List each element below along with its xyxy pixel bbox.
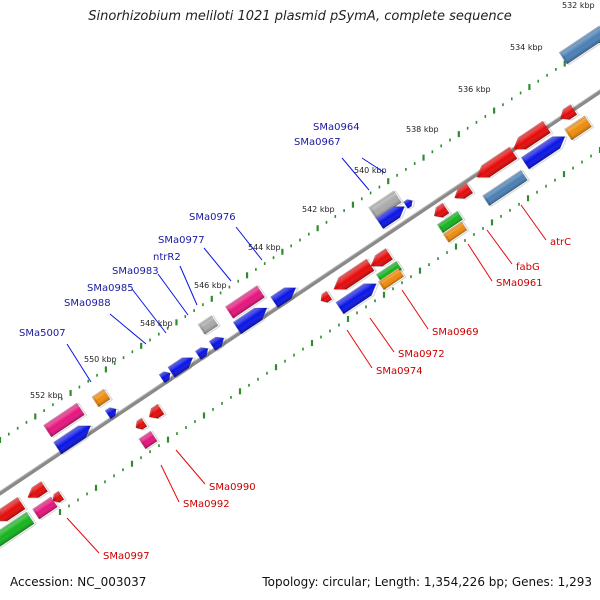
leader-line — [467, 243, 493, 282]
leader-line — [66, 343, 92, 383]
gene-label[interactable]: SMa0983 — [112, 266, 159, 277]
feature-green[interactable] — [436, 210, 466, 235]
feature-orange[interactable] — [564, 115, 595, 142]
gene-label[interactable]: SMa0976 — [189, 212, 236, 223]
leader-line — [341, 157, 370, 191]
inner-tick-ring — [58, 147, 600, 515]
feature-gray[interactable] — [368, 190, 405, 221]
feature-green[interactable] — [0, 511, 38, 550]
kbp-scale: 532 kbp 534 kbp 536 kbp 538 kbp 540 kbp 542 k… — [30, 1, 595, 400]
kbp-label: 548 kbp — [140, 319, 173, 328]
gene-label[interactable]: SMa0964 — [313, 122, 360, 133]
leader-line — [486, 229, 513, 265]
leader-line — [179, 265, 198, 306]
feature-pink[interactable] — [138, 430, 161, 451]
kbp-label: 534 kbp — [510, 43, 543, 52]
kbp-label: 552 kbp — [30, 391, 63, 400]
gene-label[interactable]: SMa0967 — [294, 137, 341, 148]
kbp-label: 536 kbp — [458, 85, 491, 94]
gene-features — [0, 25, 600, 550]
leader-line — [160, 464, 180, 503]
gene-label[interactable]: ntrR2 — [153, 252, 181, 263]
feature-red[interactable] — [133, 417, 150, 433]
feature-blue[interactable] — [53, 419, 96, 456]
feature-steel[interactable] — [482, 169, 531, 208]
feature-red[interactable] — [318, 290, 335, 306]
gene-label[interactable]: SMa0997 — [103, 551, 150, 562]
gene-label[interactable]: SMa0974 — [376, 366, 423, 377]
feature-red[interactable] — [0, 496, 29, 528]
feature-orange[interactable] — [91, 388, 114, 409]
accession-label: Accession: NC_003037 — [10, 575, 147, 589]
leader-line — [203, 247, 232, 282]
kbp-label: 538 kbp — [406, 125, 439, 134]
feature-blue[interactable] — [375, 200, 410, 230]
leader-line — [157, 273, 189, 316]
feature-red[interactable] — [367, 248, 396, 273]
feature-orange[interactable] — [377, 267, 407, 292]
feature-red[interactable] — [146, 403, 168, 423]
leader-line — [346, 329, 373, 369]
gene-label[interactable]: SMa0985 — [87, 283, 134, 294]
map-title: Sinorhizobium meliloti 1021 plasmid pSym… — [88, 9, 512, 24]
gene-label[interactable]: atrC — [550, 237, 571, 248]
kbp-label: 546 kbp — [194, 281, 227, 290]
kbp-label: 550 kbp — [84, 355, 117, 364]
leader-line — [235, 226, 263, 261]
feature-blue[interactable] — [158, 368, 175, 385]
feature-red[interactable] — [509, 120, 554, 156]
gene-labels: SMa0964 SMa0967 SMa0976 SMa0977 ntrR2 SMa0983… — [19, 122, 571, 562]
feature-red[interactable] — [473, 146, 521, 184]
feature-pink[interactable] — [43, 402, 88, 439]
feature-red[interactable] — [330, 258, 378, 296]
leader-line — [66, 517, 100, 554]
kbp-label: 544 kbp — [248, 243, 281, 252]
leader-line — [175, 449, 206, 485]
leader-line — [361, 157, 386, 174]
gene-label[interactable]: fabG — [516, 262, 540, 273]
leader-line — [401, 289, 429, 330]
feature-gray[interactable] — [197, 315, 221, 336]
feature-orange[interactable] — [442, 221, 470, 244]
feature-blue[interactable] — [167, 352, 198, 379]
feature-pink[interactable] — [32, 496, 61, 521]
gene-label[interactable]: SMa0961 — [496, 278, 543, 289]
leader-line — [369, 317, 395, 353]
feature-blue[interactable] — [208, 333, 229, 352]
feature-blue[interactable] — [104, 404, 121, 421]
kbp-label: 532 kbp — [562, 1, 595, 10]
gene-label[interactable]: SMa5007 — [19, 328, 66, 339]
gene-label[interactable]: SMa0988 — [64, 298, 111, 309]
genome-summary: Topology: circular; Length: 1,354,226 bp… — [262, 575, 592, 589]
feature-pink[interactable] — [224, 285, 268, 320]
feature-blue[interactable] — [520, 130, 571, 171]
feature-steel[interactable] — [558, 25, 600, 66]
feature-red[interactable] — [451, 182, 476, 204]
leader-line — [520, 204, 547, 241]
feature-red[interactable] — [557, 104, 580, 125]
outer-tick-ring — [0, 37, 600, 443]
feature-red[interactable] — [24, 481, 51, 504]
gene-label[interactable]: SMa0972 — [398, 349, 445, 360]
feature-red[interactable] — [431, 202, 453, 222]
feature-red[interactable] — [50, 490, 67, 506]
feature-blue[interactable] — [270, 282, 302, 309]
feature-blue[interactable] — [194, 344, 213, 361]
leader-lines — [66, 157, 547, 554]
kbp-label: 542 kbp — [302, 205, 335, 214]
gene-label[interactable]: SMa0969 — [432, 327, 479, 338]
leader-line — [131, 288, 167, 334]
feature-blue[interactable] — [335, 277, 382, 316]
feature-blue[interactable] — [403, 197, 416, 210]
gene-label[interactable]: SMa0977 — [158, 235, 205, 246]
gene-label[interactable]: SMa0990 — [209, 482, 256, 493]
feature-blue[interactable] — [232, 301, 273, 336]
gene-label[interactable]: SMa0992 — [183, 499, 230, 510]
kbp-label: 540 kbp — [354, 166, 387, 175]
leader-line — [109, 313, 147, 345]
